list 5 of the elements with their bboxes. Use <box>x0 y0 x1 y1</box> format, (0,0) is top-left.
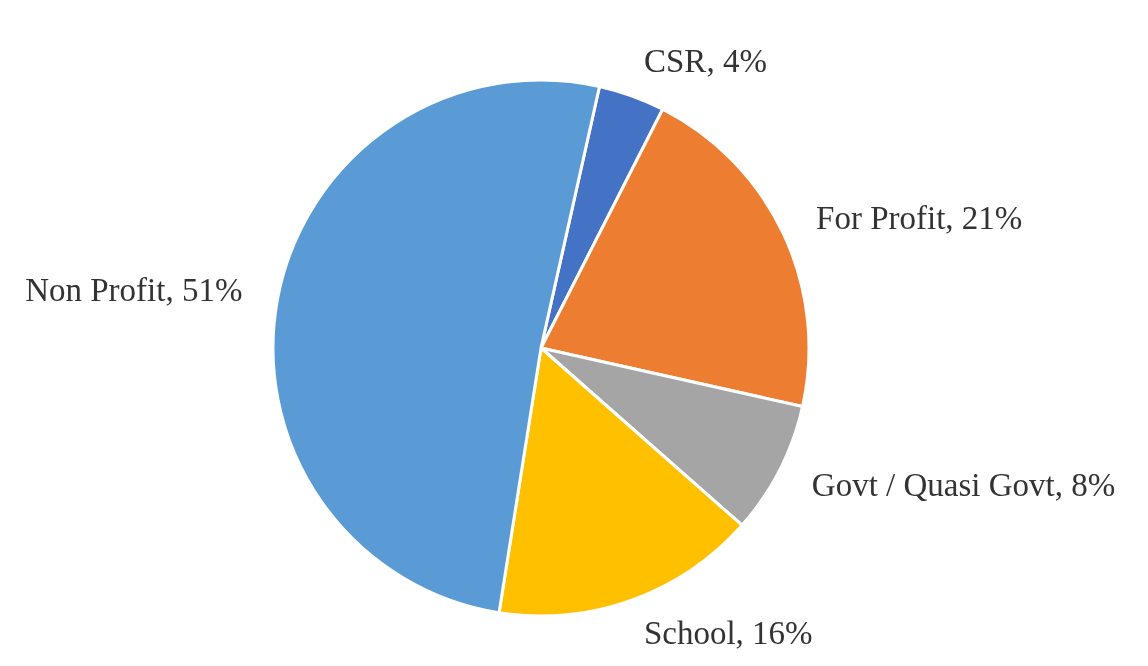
slice-label: For Profit, 21% <box>816 199 1023 236</box>
slice-label: Govt / Quasi Govt, 8% <box>811 467 1116 504</box>
slice-label: Non Profit, 51% <box>25 272 243 309</box>
slice-label: CSR, 4% <box>644 42 767 79</box>
slice-label: School, 16% <box>643 615 813 652</box>
